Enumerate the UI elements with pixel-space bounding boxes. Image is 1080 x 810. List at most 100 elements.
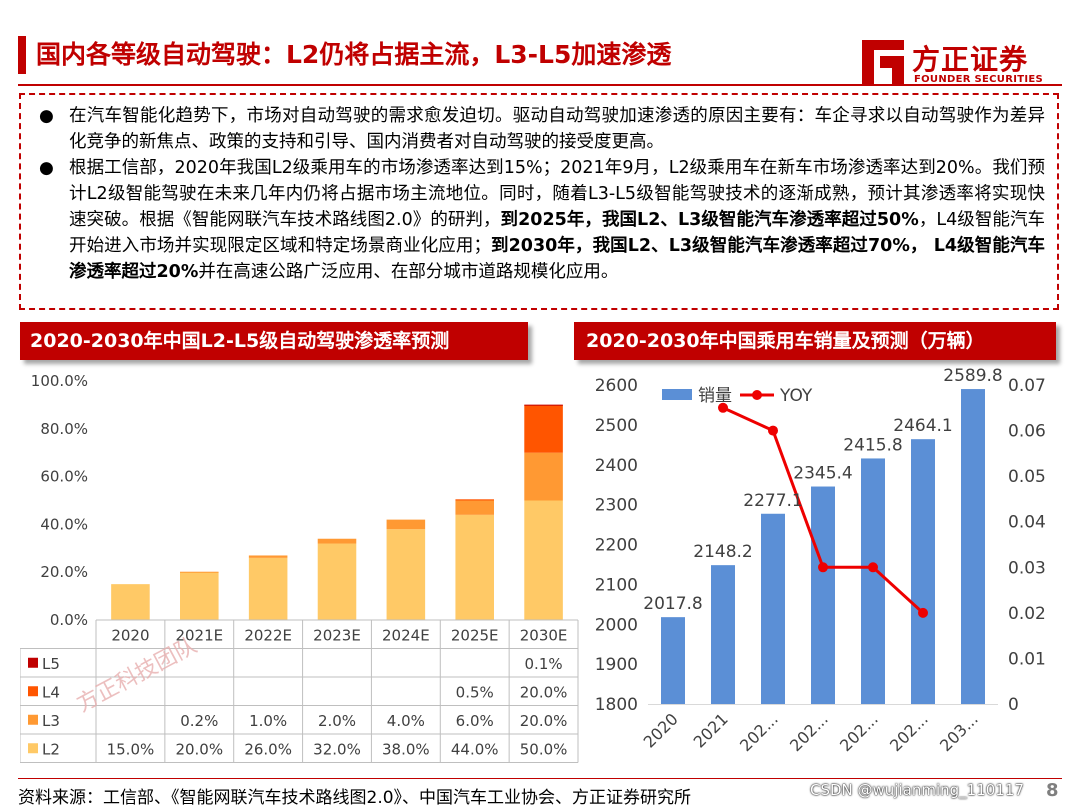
right-y-tick-label: 0.02 <box>1008 604 1046 624</box>
left-y-tick-label: 2100 <box>595 575 638 595</box>
bar-segment-l2 <box>524 500 563 620</box>
y-tick-label: 60.0% <box>40 468 88 486</box>
title-accent-bar <box>18 36 26 74</box>
x-category-label: 2020 <box>640 709 682 751</box>
bar-segment-l3 <box>455 500 494 515</box>
x-category-label: 2024E <box>382 626 430 644</box>
left-y-tick-label: 2200 <box>595 536 638 556</box>
yoy-point <box>718 402 728 413</box>
source-note: 资料来源：工信部、《智能网联汽车技术路线图2.0》、中国汽车工业协会、方正证券研… <box>18 788 692 808</box>
legend-label-l4: L4 <box>42 683 60 701</box>
y-tick-label: 100.0% <box>31 372 88 390</box>
x-category-label: 2021E <box>175 626 223 644</box>
right-y-tick-label: 0.01 <box>1008 649 1046 669</box>
sales-data-label: 2415.8 <box>843 435 902 455</box>
left-y-tick-label: 1800 <box>595 695 638 715</box>
bullet-text: ，L4级智能汽车开始进入市场并实现限定区域和特定场景商业化应用； <box>69 210 1046 256</box>
bullet-text: 根据工信部，2020年我国L2级乘用车的市场渗透率达到15%；2021年9月，L… <box>69 158 1045 230</box>
csdn-watermark: CSDN @wujianming_110117 <box>810 781 1024 799</box>
x-category-label: 2022E <box>244 626 292 644</box>
x-category-label: 2023E <box>313 626 361 644</box>
legend-label-sales: 销量 <box>698 386 732 406</box>
footer-divider <box>18 778 1062 779</box>
yoy-point <box>768 425 778 436</box>
right-y-tick-label: 0.06 <box>1008 422 1046 442</box>
bullet-item: ● 在汽车智能化趋势下，市场对自动驾驶的需求愈发迫切。驱动自动驾驶加速渗透的原因… <box>37 103 1045 155</box>
sales-data-label: 2017.8 <box>643 594 702 614</box>
x-category-label: 202... <box>736 709 782 755</box>
sales-data-label: 2345.4 <box>793 464 852 484</box>
right-y-tick-label: 0 <box>1008 695 1019 715</box>
table-cell-value: 0.5% <box>456 683 494 701</box>
table-cell-value: 1.0% <box>249 712 287 730</box>
legend-swatch-sales <box>662 389 692 400</box>
sales-bar <box>811 486 835 704</box>
table-cell-value: 6.0% <box>456 712 494 730</box>
right-y-tick-label: 0.05 <box>1008 467 1046 487</box>
bar-segment-l3 <box>524 452 563 501</box>
founder-logo-icon <box>862 40 904 84</box>
sales-data-label: 2589.8 <box>943 366 1002 386</box>
x-category-label: 203... <box>936 709 982 755</box>
right-y-tick-label: 0.04 <box>1008 513 1046 533</box>
right-section-title: 2020-2030年中国乘用车销量及预测（万辆） <box>574 322 1056 360</box>
yoy-point <box>918 607 928 618</box>
x-category-label: 202... <box>836 709 882 755</box>
bar-segment-l3 <box>386 519 426 530</box>
table-cell-value: 20.0% <box>175 740 223 758</box>
right-y-tick-label: 0.07 <box>1008 376 1046 396</box>
penetration-rate-chart: 0.0% 20.0% 40.0% 60.0% 80.0% 100.0% 2020 2021E 2… <box>20 372 579 763</box>
sales-bar <box>711 565 735 704</box>
bar-segment-l3 <box>180 571 219 573</box>
bar-segment-l2 <box>455 514 494 620</box>
summary-textbox: ● 在汽车智能化趋势下，市场对自动驾驶的需求愈发迫切。驱动自动驾驶加速渗透的原因… <box>19 93 1059 310</box>
bar-segment-l2 <box>180 572 219 620</box>
sales-data-label: 2464.1 <box>893 416 952 436</box>
logo-chinese-name: 方正证券 <box>912 43 1029 76</box>
y-tick-label: 0.0% <box>50 611 88 629</box>
x-category-label: 202... <box>786 709 832 755</box>
legend-swatch-l3 <box>28 714 38 725</box>
yoy-point <box>868 562 878 573</box>
legend-swatch-l5 <box>28 657 38 668</box>
bar-segment-l3 <box>248 555 288 558</box>
sales-bar <box>861 458 885 704</box>
table-cell-value: 26.0% <box>244 740 292 758</box>
legend-label-yoy: YOY <box>779 386 813 406</box>
bullet-item: ● 根据工信部，2020年我国L2级乘用车的市场渗透率达到15%；2021年9月… <box>37 155 1045 285</box>
bar-segment-l4 <box>455 499 494 501</box>
bar-segment-l4 <box>524 404 563 453</box>
bullet-emphasis: 到2030年，我国L2、L3级智能汽车渗透率超过70%， L4级智能汽车渗透率超… <box>69 236 1045 282</box>
bar-segment-l2 <box>386 529 426 620</box>
bar-segment-l5 <box>524 404 563 406</box>
left-y-tick-label: 1900 <box>595 655 638 675</box>
table-cell-value: 0.1% <box>525 655 563 673</box>
y-tick-label: 40.0% <box>40 515 88 533</box>
sales-bar <box>761 513 785 704</box>
x-category-label: 2021 <box>690 709 732 751</box>
legend-label-l2: L2 <box>42 740 60 758</box>
bar-segment-l3 <box>317 538 357 544</box>
right-y-tick-label: 0.03 <box>1008 558 1046 578</box>
table-cell-value: 20.0% <box>520 683 568 701</box>
left-y-tick-label: 2300 <box>595 496 638 516</box>
sales-bar <box>961 389 985 704</box>
bullet-dot-icon: ● <box>39 158 54 178</box>
y-tick-label: 80.0% <box>40 420 88 438</box>
table-cell-value: 32.0% <box>313 740 361 758</box>
table-cell-value: 2.0% <box>318 712 356 730</box>
left-y-tick-label: 2600 <box>595 376 638 396</box>
page-number: 8 <box>1046 780 1059 801</box>
table-cell-value: 4.0% <box>387 712 425 730</box>
table-cell-value: 44.0% <box>451 740 499 758</box>
table-cell-value: 50.0% <box>520 740 568 758</box>
legend-label-l3: L3 <box>42 712 60 730</box>
left-y-tick-label: 2500 <box>595 416 638 436</box>
y-tick-label: 20.0% <box>40 563 88 581</box>
bar-segment-l2 <box>248 557 288 620</box>
x-category-label: 202... <box>886 709 932 755</box>
bullet-emphasis: 到2025年，我国L2、L3级智能汽车渗透率超过50% <box>500 210 919 230</box>
bullet-dot-icon: ● <box>39 106 54 126</box>
sales-data-label: 2277.1 <box>743 491 802 511</box>
page-title: 国内各等级自动驾驶：L2仍将占据主流，L3-L5加速渗透 <box>36 40 672 69</box>
